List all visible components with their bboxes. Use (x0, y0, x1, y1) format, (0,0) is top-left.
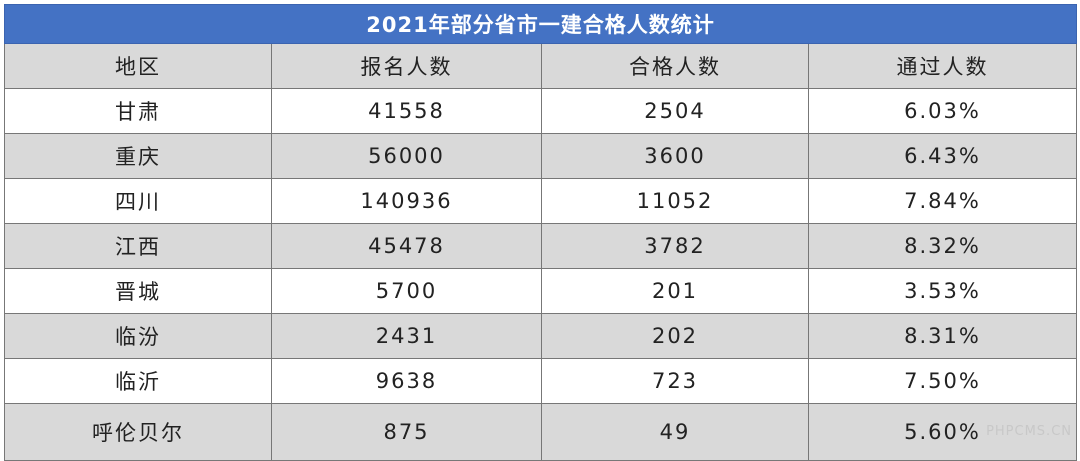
table-cell: 7.50% (809, 359, 1077, 404)
table-cell: 11052 (542, 179, 809, 224)
table-cell: 甘肃 (5, 89, 272, 134)
header-cell: 地区 (5, 44, 272, 89)
table-cell: 晋城 (5, 269, 272, 314)
table-cell: 202 (542, 314, 809, 359)
table-cell: 3600 (542, 134, 809, 179)
table-cell: 8.32% (809, 224, 1077, 269)
table-cell: 7.84% (809, 179, 1077, 224)
table-cell: 2431 (272, 314, 542, 359)
table-cell: 临沂 (5, 359, 272, 404)
table-cell: 56000 (272, 134, 542, 179)
table-cell: 5700 (272, 269, 542, 314)
table-cell: 6.43% (809, 134, 1077, 179)
header-cell: 报名人数 (272, 44, 542, 89)
header-row: 地区报名人数合格人数通过人数 (5, 44, 1077, 89)
title-row: 2021年部分省市一建合格人数统计 (5, 5, 1077, 44)
table-title: 2021年部分省市一建合格人数统计 (5, 5, 1077, 44)
watermark: PHPCMS.CN (986, 424, 1072, 439)
table-cell: 140936 (272, 179, 542, 224)
table-cell: 41558 (272, 89, 542, 134)
table-cell: 呼伦贝尔 (5, 404, 272, 461)
table-cell: 8.31% (809, 314, 1077, 359)
table-cell: 江西 (5, 224, 272, 269)
table-cell: 重庆 (5, 134, 272, 179)
table-cell: 9638 (272, 359, 542, 404)
table-cell: 3782 (542, 224, 809, 269)
table-cell: 45478 (272, 224, 542, 269)
table-cell: 6.03% (809, 89, 1077, 134)
header-cell: 合格人数 (542, 44, 809, 89)
table-cell: 2504 (542, 89, 809, 134)
table-cell: 临汾 (5, 314, 272, 359)
table-cell: 四川 (5, 179, 272, 224)
table-cell: 875 (272, 404, 542, 461)
table-cell: 723 (542, 359, 809, 404)
table-cell: 201 (542, 269, 809, 314)
table-cell: 3.53% (809, 269, 1077, 314)
table-cell: 49 (542, 404, 809, 461)
header-cell: 通过人数 (809, 44, 1077, 89)
